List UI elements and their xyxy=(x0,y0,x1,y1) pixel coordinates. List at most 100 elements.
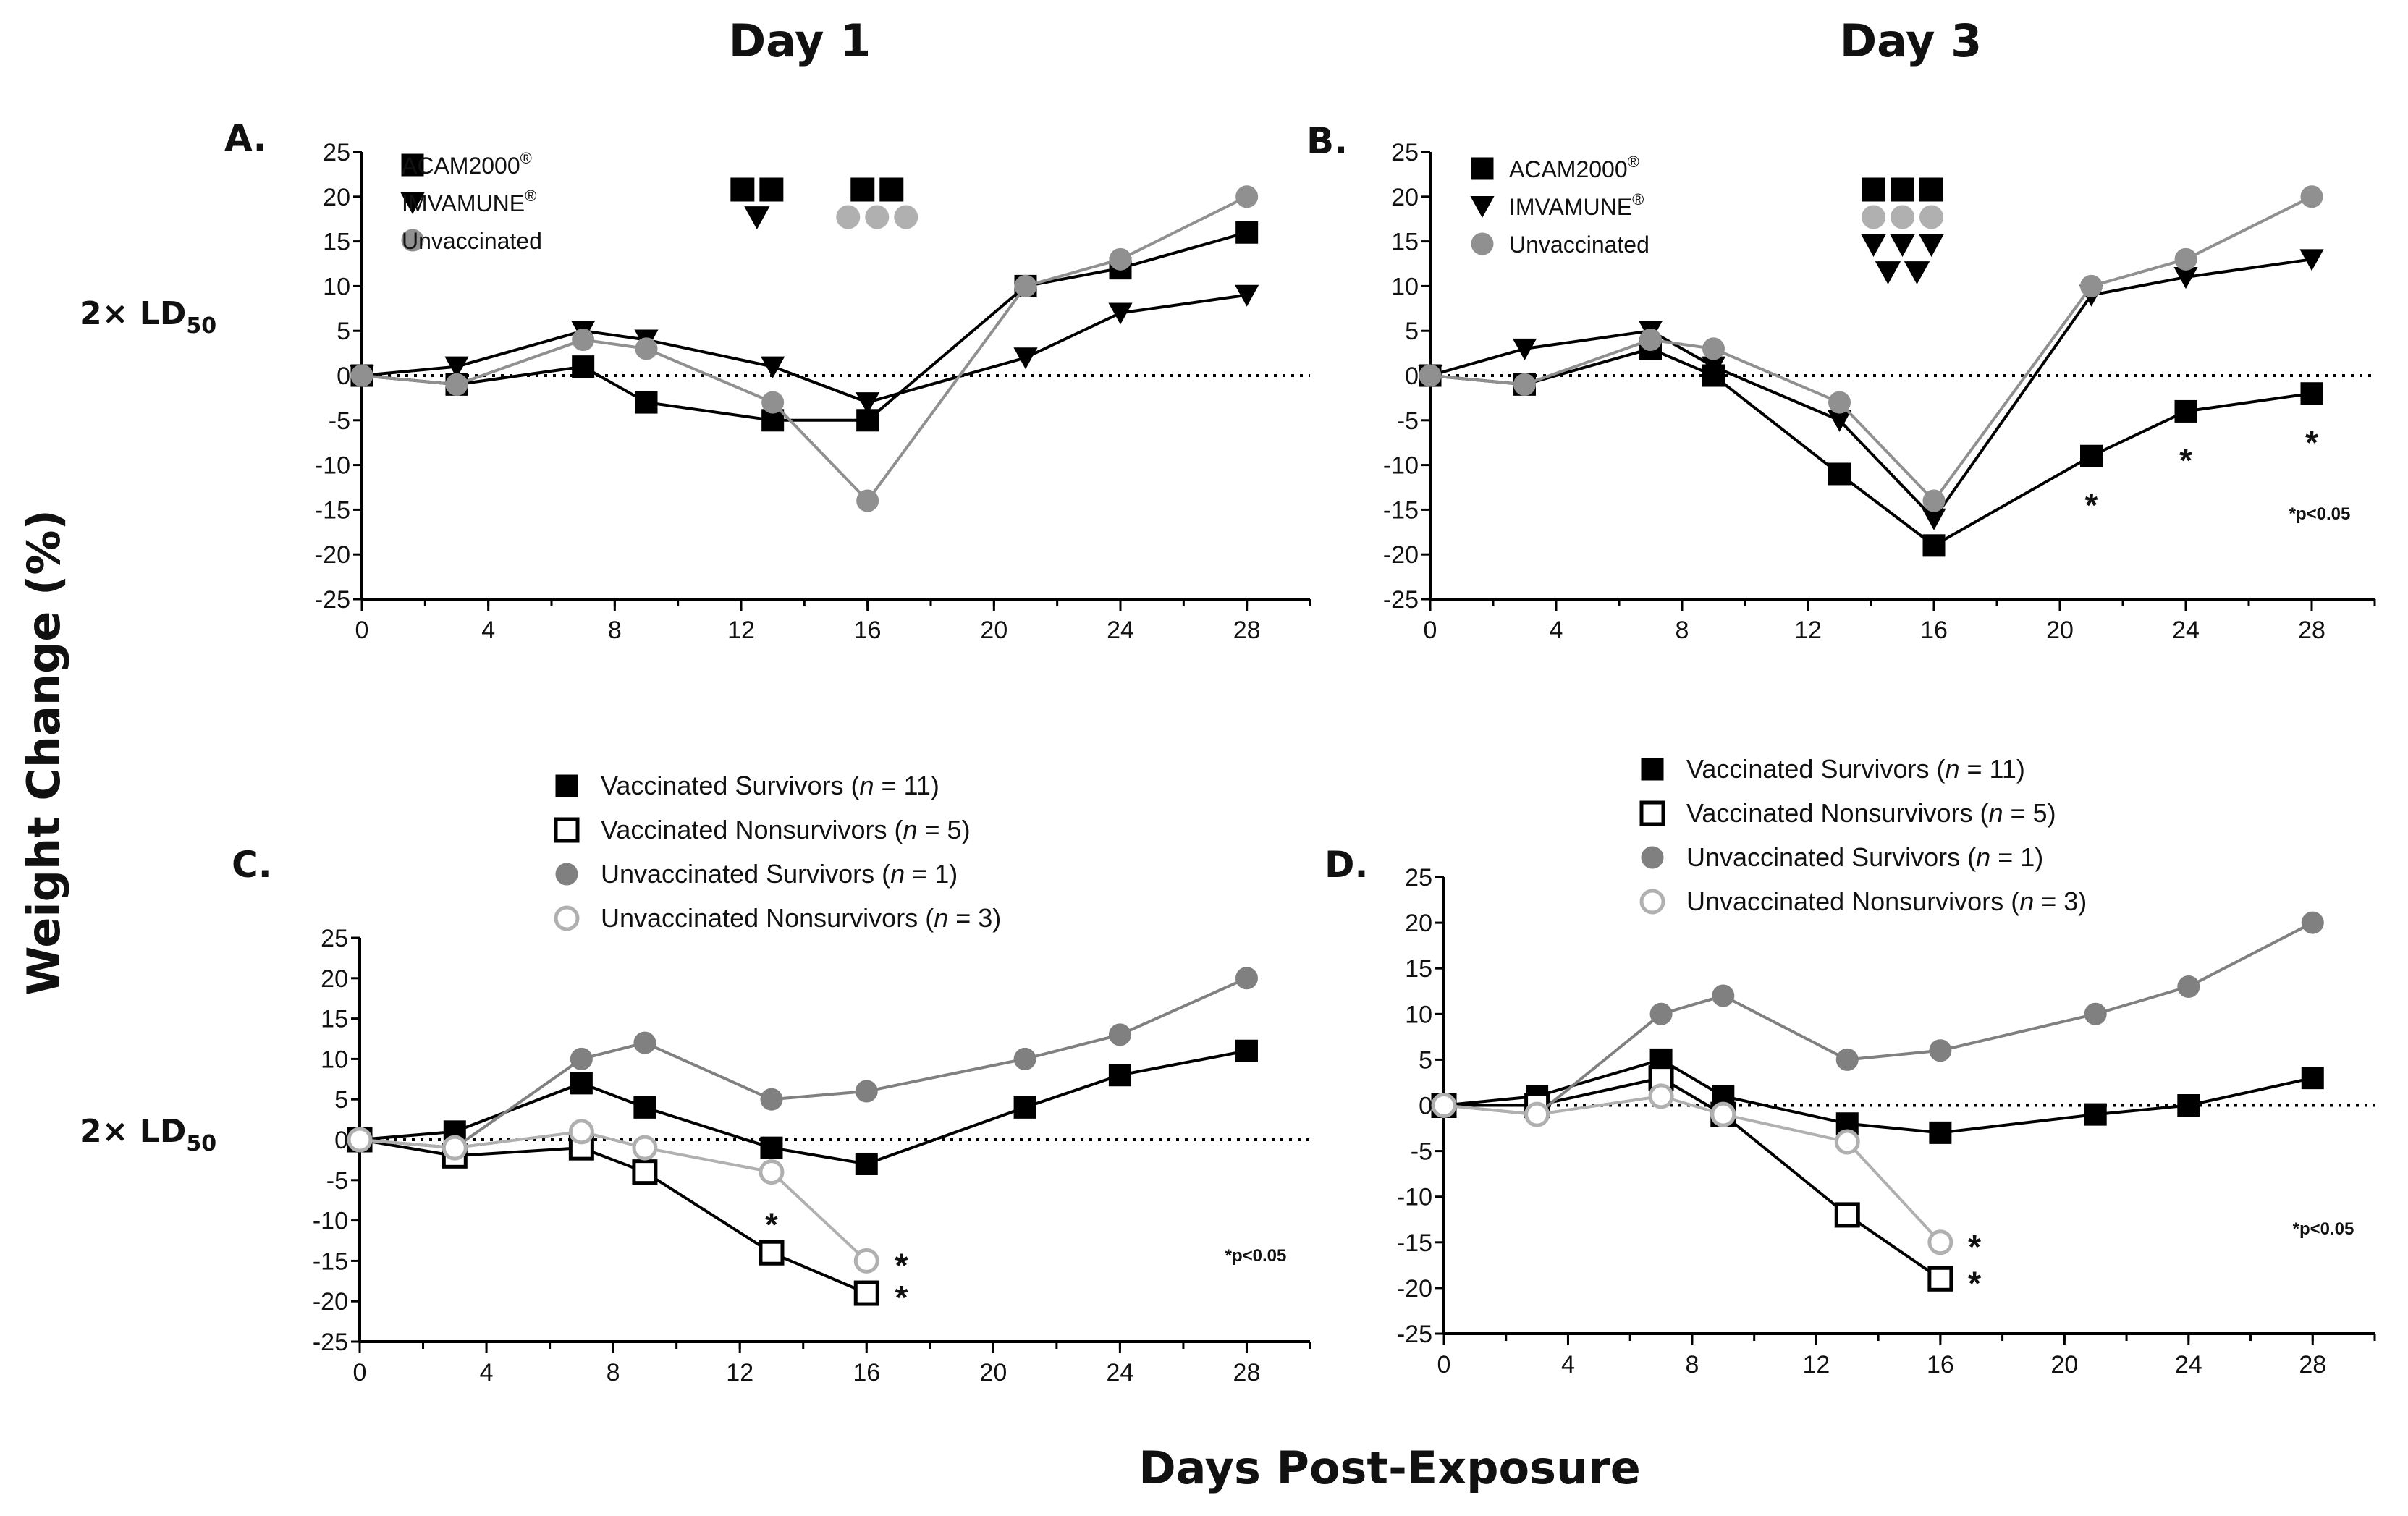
data-point xyxy=(568,1119,594,1145)
data-point xyxy=(632,1159,658,1185)
data-point xyxy=(1235,967,1258,990)
data-point xyxy=(2177,1094,2200,1117)
x-tick-label: 28 xyxy=(1233,617,1261,644)
legend-symbol xyxy=(1639,889,1665,915)
legend-symbol xyxy=(1471,157,1494,180)
x-tick-label: 20 xyxy=(2046,617,2074,644)
y-tick-label: 25 xyxy=(321,925,348,952)
legend-text: Unvaccinated xyxy=(1509,232,1649,258)
x-tick-label: 28 xyxy=(2298,617,2325,644)
data-point xyxy=(1512,338,1537,360)
legend-symbol xyxy=(1641,758,1664,781)
x-tick-label: 16 xyxy=(1927,1351,1954,1379)
data-point xyxy=(1108,302,1133,325)
legend-italic: n xyxy=(859,771,874,800)
legend-text: ACAM2000 xyxy=(402,153,520,179)
significance-note: *p<0.05 xyxy=(1225,1246,1287,1266)
y-tick-label: -10 xyxy=(313,1208,348,1235)
legend-entry: ACAM2000® xyxy=(402,149,532,179)
y-tick-label: -25 xyxy=(1383,586,1419,614)
legend: ACAM2000®IMVAMUNE®Unvaccinated xyxy=(400,149,542,254)
data-point xyxy=(347,1127,373,1153)
data-point xyxy=(1109,247,1132,271)
y-tick-label: 15 xyxy=(1391,229,1419,256)
data-point xyxy=(2301,1067,2324,1090)
death-marker xyxy=(1891,205,1914,229)
y-tick-label: 5 xyxy=(1419,1046,1432,1074)
data-point xyxy=(853,1280,879,1306)
death-marker xyxy=(1918,234,1945,258)
series-line xyxy=(359,1138,868,1295)
data-point xyxy=(1235,1039,1258,1062)
significance-star: * xyxy=(895,1279,908,1316)
legend-entry: Vaccinated Nonsurvivors (n = 5) xyxy=(601,815,971,844)
series-line xyxy=(359,1130,868,1262)
y-tick-label: 10 xyxy=(321,1046,348,1073)
x-tick-label: 16 xyxy=(1920,617,1948,644)
series-1 xyxy=(1432,1048,2324,1144)
significance-note: *p<0.05 xyxy=(2293,1219,2354,1239)
data-point xyxy=(2080,444,2103,467)
legend-entry: IMVAMUNE® xyxy=(402,187,536,216)
x-tick-label: 4 xyxy=(1561,1351,1575,1379)
legend-text-rest: = 3) xyxy=(948,903,1001,933)
y-tick-label: 10 xyxy=(1391,273,1419,300)
series-4 xyxy=(1431,1083,1953,1255)
y-tick-label: -20 xyxy=(1397,1275,1432,1303)
significance-note: *p<0.05 xyxy=(2289,504,2351,524)
x-tick-label: 0 xyxy=(355,617,369,644)
data-point xyxy=(2300,382,2323,405)
death-marker xyxy=(850,177,875,202)
data-point xyxy=(855,1152,878,1175)
legend-text: Vaccinated Survivors ( xyxy=(601,771,859,800)
death-marker xyxy=(1919,205,1943,229)
x-tick-label: 4 xyxy=(1550,617,1563,644)
significance-star: * xyxy=(895,1246,908,1284)
data-point xyxy=(1927,1229,1953,1255)
legend-text-rest: = 11) xyxy=(1960,754,2025,784)
y-tick-label: -5 xyxy=(1411,1138,1432,1166)
y-tick-label: -10 xyxy=(1383,452,1419,480)
legend-superscript: ® xyxy=(520,149,532,167)
legend-symbol xyxy=(554,905,580,931)
series-4 xyxy=(347,1119,879,1274)
x-tick-label: 24 xyxy=(1107,617,1134,644)
legend-italic: n xyxy=(2019,886,2034,916)
data-point xyxy=(2301,911,2324,934)
data-point xyxy=(1013,1096,1036,1119)
x-tick-label: 20 xyxy=(2050,1351,2078,1379)
y-tick-label: 25 xyxy=(1405,864,1432,892)
x-tick-label: 4 xyxy=(480,1359,494,1386)
row-label-top: 2× LD50 xyxy=(80,295,216,339)
x-tick-label: 16 xyxy=(853,1359,880,1386)
y-tick-label: -20 xyxy=(315,541,350,569)
data-point xyxy=(2174,247,2197,271)
data-point xyxy=(761,391,785,414)
series-2 xyxy=(1431,1065,1953,1292)
death-marker xyxy=(865,205,890,229)
series-line xyxy=(1429,258,2312,521)
panel-label: D. xyxy=(1325,844,1369,886)
data-point xyxy=(1834,1202,1860,1228)
data-point xyxy=(760,1136,783,1159)
x-tick-label: 0 xyxy=(353,1359,367,1386)
data-point xyxy=(2174,399,2197,423)
legend-superscript: ® xyxy=(1628,153,1639,171)
legend-entry: ACAM2000® xyxy=(1509,153,1639,182)
significance-star: * xyxy=(2179,441,2192,479)
legend: Vaccinated Survivors (n = 11)Vaccinated … xyxy=(554,771,1001,933)
panel-label: C. xyxy=(232,844,272,886)
y-tick-label: -15 xyxy=(313,1248,348,1275)
data-point xyxy=(1927,1266,1953,1292)
x-tick-label: 16 xyxy=(854,617,882,644)
data-point xyxy=(1235,185,1259,208)
data-point xyxy=(759,1159,785,1185)
column-title-day1: Day 1 xyxy=(729,14,871,67)
legend-text: IMVAMUNE xyxy=(402,190,525,216)
series-3 xyxy=(350,185,1259,512)
legend-text-rest: = 5) xyxy=(918,815,971,844)
data-point xyxy=(572,355,595,378)
data-point xyxy=(633,1031,656,1054)
